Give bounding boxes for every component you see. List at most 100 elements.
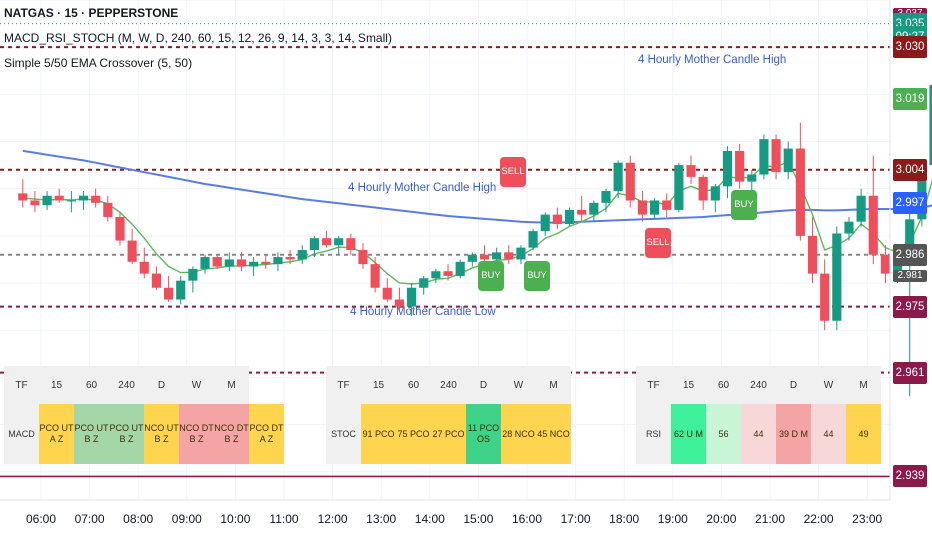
indicator-legend-ema-crossover[interactable]: Simple 5/50 EMA Crossover (5, 50) <box>4 56 193 70</box>
time-label: 06:00 <box>25 512 57 526</box>
buy-signal-label: BUY <box>731 190 757 221</box>
candle-body <box>139 261 149 274</box>
candle <box>856 188 866 227</box>
candle <box>552 207 562 229</box>
time-label: 20:00 <box>706 512 737 526</box>
rsi-value-cell: 44 <box>741 404 776 464</box>
candle-body <box>759 139 769 175</box>
candle <box>103 195 113 222</box>
candle-body <box>625 162 635 201</box>
candle <box>382 278 392 302</box>
time-label: 11:00 <box>269 512 299 526</box>
price-tag[interactable]: 2.939 <box>893 465 927 488</box>
candle-body <box>880 254 890 274</box>
macd-row-label: MACD <box>4 404 39 464</box>
mother-candle-annotation: 4 Hourly Mother Candle High <box>638 53 787 66</box>
stoch-value-cell: 91 PCO <box>361 404 396 464</box>
buy-signal-label: BUY <box>478 260 504 291</box>
candle <box>783 141 793 180</box>
stoch-value-cell: 27 PCO <box>431 404 466 464</box>
candle <box>164 275 174 302</box>
candle-body <box>54 195 64 201</box>
candle <box>795 122 805 241</box>
candle-body <box>795 148 805 236</box>
rsi-value-cell: 39 D M <box>776 404 811 464</box>
candle-body <box>540 214 550 232</box>
candle <box>832 226 842 331</box>
candle-body <box>358 250 368 265</box>
candle-body <box>66 200 76 202</box>
macd-table: TF 15 60 240 D W M MACD PCO UT A Z PCO UT B Z PCO… <box>4 366 284 464</box>
candle <box>577 195 587 222</box>
candle-body <box>868 195 878 255</box>
candle-body <box>297 250 307 260</box>
sell-signal-label: SELL <box>645 227 671 258</box>
time-label: 08:00 <box>123 512 154 526</box>
time-label: 10:00 <box>220 512 251 526</box>
candle <box>370 257 380 293</box>
time-label: 23:00 <box>852 512 883 526</box>
price-tag[interactable]: 3.019 <box>893 88 927 111</box>
price-tag[interactable]: 2.986 <box>893 243 927 266</box>
candle <box>431 268 441 284</box>
time-label: 22:00 <box>803 512 834 526</box>
candle-body <box>929 84 932 166</box>
candle <box>151 266 161 291</box>
candle-body <box>224 259 234 267</box>
candle <box>771 134 781 180</box>
candle <box>18 179 28 208</box>
time-label: 12:00 <box>317 512 348 526</box>
symbol-legend[interactable]: NATGAS · 15 · PEPPERSTONE <box>4 6 179 20</box>
candle-body <box>78 195 89 201</box>
macd-header-cell: 15 <box>39 366 74 404</box>
stoch-row-label: STOC <box>326 404 361 464</box>
candle-body <box>346 238 356 250</box>
rsi-table-header: TF 15 60 240 D W M <box>636 366 881 404</box>
candle-body <box>710 186 720 201</box>
candle <box>650 198 660 220</box>
candle <box>735 143 745 189</box>
candle <box>236 252 247 272</box>
candle <box>297 245 307 265</box>
price-tag[interactable]: 2.975 <box>893 295 927 318</box>
stoch-header-cell: 15 <box>361 366 396 404</box>
stoch-header-cell: M <box>536 366 571 404</box>
stoch-table: TF 15 60 240 D W M STOC 91 PCO 75 PCO 27 PCO 11 PC… <box>326 366 571 464</box>
price-tag[interactable]: 2.997 <box>893 191 927 214</box>
macd-table-header: TF 15 60 240 D W M <box>4 366 284 404</box>
stoch-value-cell: 11 PCO OS <box>466 404 501 464</box>
candle-body <box>722 150 733 187</box>
stoch-table-header: TF 15 60 240 D W M <box>326 366 571 404</box>
candle-body <box>370 264 380 288</box>
candle-body <box>893 264 903 274</box>
candle <box>722 146 733 199</box>
candle-body <box>577 209 587 215</box>
candle <box>637 191 647 222</box>
candle <box>115 212 125 246</box>
candle-body <box>844 221 854 234</box>
candle <box>880 245 890 284</box>
time-label: 09:00 <box>171 512 202 526</box>
indicator-legend-macd-rsi-stoch[interactable]: MACD_RSI_STOCH (M, W, D, 240, 60, 15, 12… <box>4 31 392 45</box>
buy-signal-label: BUY <box>524 260 550 291</box>
macd-value-cell: NCO DT B Z <box>179 404 214 464</box>
candle-body <box>747 174 757 182</box>
mother-candle-annotation: 4 Hourly Mother Candle Low <box>350 305 496 318</box>
candle-body <box>698 176 708 201</box>
candle <box>127 228 137 265</box>
candle <box>807 216 818 284</box>
candle <box>625 155 635 208</box>
candle-body <box>212 257 222 267</box>
candle <box>224 252 234 272</box>
price-tag[interactable]: 2.981 <box>893 269 927 282</box>
price-tag[interactable]: 3.030 <box>893 36 927 59</box>
price-tag[interactable]: 3.004 <box>893 158 927 181</box>
candle-body <box>771 139 781 173</box>
price-tag[interactable]: 2.961 <box>893 361 927 384</box>
candle <box>42 191 52 210</box>
macd-header-cell: 60 <box>74 366 109 404</box>
candle-body <box>820 273 830 321</box>
candle-body <box>164 287 174 300</box>
candle-body <box>832 233 842 321</box>
